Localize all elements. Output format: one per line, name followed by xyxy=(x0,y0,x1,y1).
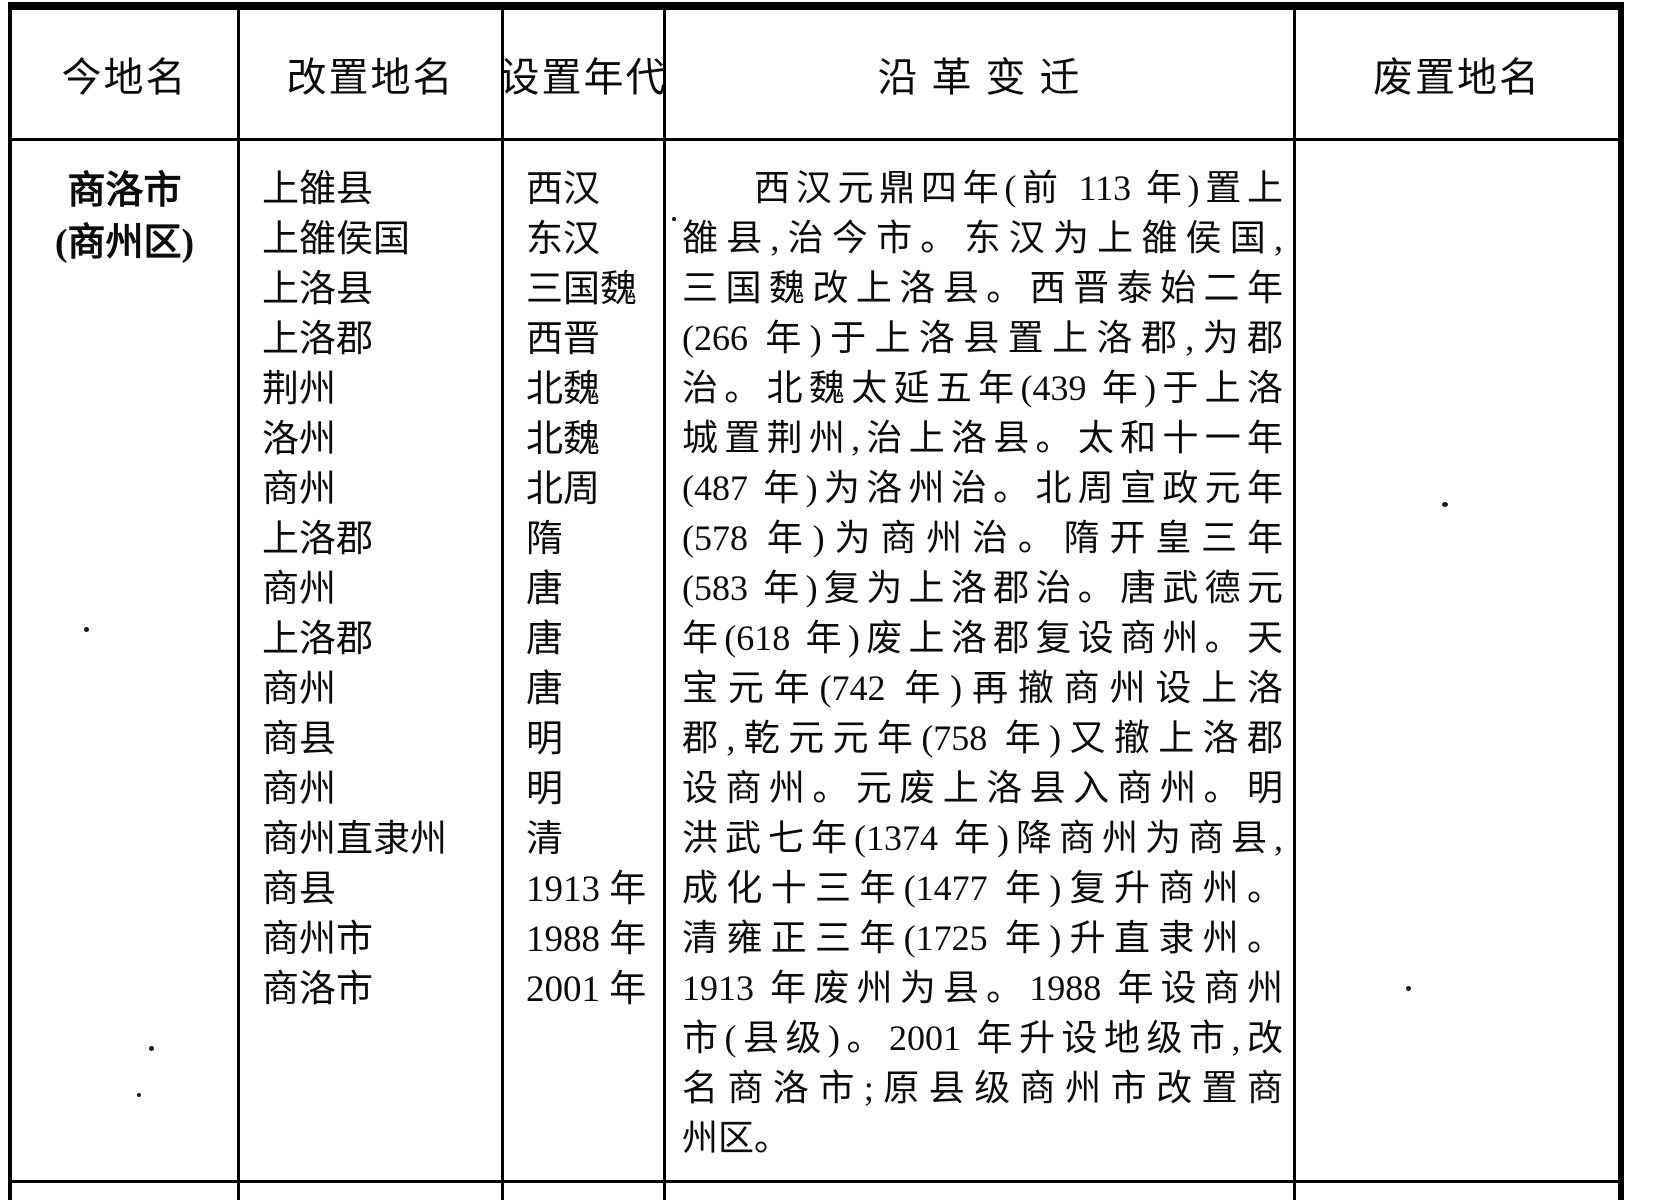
setup-era: 北周 xyxy=(526,469,600,510)
history-line: 三国魏改上洛县。西晋泰始二年 xyxy=(682,268,1283,308)
renamed-place: 商州 xyxy=(262,769,336,810)
next-row-cell xyxy=(1296,1183,1618,1200)
history-line: 州区。 xyxy=(682,1118,791,1158)
renamed-place: 上洛郡 xyxy=(262,319,373,360)
renamed-place: 上洛县 xyxy=(262,269,373,310)
history-line: 市(县级)。2001 年升设地级市,改 xyxy=(682,1018,1283,1058)
renamed-place: 商州 xyxy=(262,569,336,610)
history-line: 名商洛市;原县级商州市改置商 xyxy=(682,1068,1283,1108)
renamed-place: 荆州 xyxy=(262,369,336,410)
renamed-place: 上洛郡 xyxy=(262,519,373,560)
cell-history-changes: 西汉元鼎四年(前 113 年)置上雒县,治今市。东汉为上雒侯国, 三国魏改上洛县。… xyxy=(666,141,1296,1183)
header-renamed-place: 改置地名 xyxy=(240,10,504,141)
renamed-place: 上雒侯国 xyxy=(262,219,410,260)
history-line: 城置荆州,治上洛县。太和十一年 xyxy=(682,418,1283,458)
history-line: 宝元年(742 年)再撤商州设上洛 xyxy=(682,668,1283,708)
setup-era: 1988 年 xyxy=(526,919,647,960)
history-line: 成化十三年(1477 年)复升商州。 xyxy=(682,868,1283,908)
next-row-cell xyxy=(504,1183,666,1200)
renamed-place: 商州 xyxy=(262,469,336,510)
cell-abolished-name xyxy=(1296,141,1618,1183)
renamed-place: 商洛市 xyxy=(262,969,373,1010)
setup-era: 明 xyxy=(526,769,563,810)
history-line: 年(618 年)废上洛郡复设商州。天 xyxy=(682,618,1283,658)
setup-era: 唐 xyxy=(526,569,563,610)
header-current-name: 今地名 xyxy=(12,10,240,141)
scan-speck xyxy=(672,217,676,221)
renamed-place: 洛州 xyxy=(262,419,336,460)
setup-era: 2001 年 xyxy=(526,969,647,1010)
renamed-place: 上雒县 xyxy=(262,169,373,210)
setup-era: 1913 年 xyxy=(526,869,647,910)
history-line: 西汉元鼎四年(前 113 年)置上 xyxy=(754,168,1283,208)
next-row-cell xyxy=(240,1183,504,1200)
renamed-place: 商县 xyxy=(262,869,336,910)
cell-current-name: 商洛市 (商州区) xyxy=(12,141,240,1183)
renamed-place: 商州市 xyxy=(262,919,373,960)
renamed-place: 商州直隶州 xyxy=(262,819,447,860)
setup-era: 隋 xyxy=(526,519,563,560)
renamed-place: 商州 xyxy=(262,669,336,710)
history-line: 治。北魏太延五年(439 年)于上洛 xyxy=(682,368,1283,408)
setup-era: 唐 xyxy=(526,669,563,710)
header-abolished-name: 废置地名 xyxy=(1296,10,1618,141)
setup-era: 北魏 xyxy=(526,419,600,460)
setup-era: 清 xyxy=(526,819,563,860)
place-name-history-table: 今地名 改置地名 设置年代 沿 革 变 迁 废置地名 商洛市 (商州区) 上雒县上… xyxy=(8,2,1624,1200)
scan-speck xyxy=(84,627,89,632)
next-row-cell xyxy=(666,1183,1296,1200)
history-line: (583 年)复为上洛郡治。唐武德元 xyxy=(682,568,1283,608)
history-line: 郡,乾元元年(758 年)又撤上洛郡 xyxy=(682,718,1283,758)
renamed-place: 商县 xyxy=(262,719,336,760)
setup-era: 明 xyxy=(526,719,563,760)
history-line: (266 年)于上洛县置上洛郡,为郡 xyxy=(682,318,1283,358)
history-line: 雒县,治今市。东汉为上雒侯国, xyxy=(682,218,1283,258)
history-line: 设商州。元废上洛县入商州。明 xyxy=(682,768,1283,808)
history-line: (578 年)为商州治。隋开皇三年 xyxy=(682,518,1283,558)
scan-speck xyxy=(1442,502,1448,507)
renamed-place: 上洛郡 xyxy=(262,619,373,660)
setup-era: 北魏 xyxy=(526,369,600,410)
setup-era: 唐 xyxy=(526,619,563,660)
setup-era: 西晋 xyxy=(526,319,600,360)
current-name-line: 商洛市 xyxy=(67,170,182,212)
scan-speck xyxy=(1406,986,1411,991)
scan-speck xyxy=(137,1093,141,1097)
cell-setup-eras: 西汉 东汉 三国魏 西晋 北魏 北魏 北周隋唐唐唐明明清 1913 年 1988 年 2001 年 xyxy=(504,141,666,1183)
setup-era: 东汉 xyxy=(526,219,600,260)
next-row-cell xyxy=(12,1183,240,1200)
history-line: 1913 年废州为县。1988 年设商州 xyxy=(682,968,1283,1008)
scan-speck xyxy=(149,1046,154,1051)
current-name-line: (商州区) xyxy=(54,222,195,264)
setup-era: 三国魏 xyxy=(526,269,637,310)
setup-era: 西汉 xyxy=(526,169,600,210)
cell-renamed-places: 上雒县 上雒侯国 上洛县 上洛郡 荆州 洛州 商州 上洛郡 商州 上洛郡 商州 商县 商州 商州直隶州 商县… xyxy=(240,141,504,1183)
header-setup-era: 设置年代 xyxy=(504,10,666,141)
header-history-changes: 沿 革 变 迁 xyxy=(666,10,1296,141)
history-line: 洪武七年(1374 年)降商州为商县, xyxy=(682,818,1283,858)
history-line: (487 年)为洛州治。北周宣政元年 xyxy=(682,468,1283,508)
history-line: 清雍正三年(1725 年)升直隶州。 xyxy=(682,918,1283,958)
